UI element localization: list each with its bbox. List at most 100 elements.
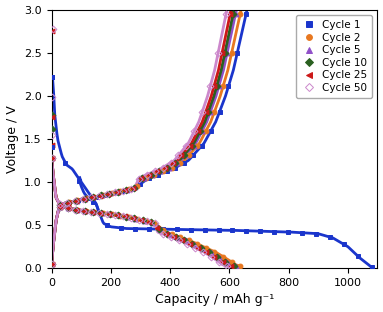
Cycle 5: [158, 169, 162, 173]
Cycle 10: [82, 197, 87, 201]
Cycle 10: [157, 169, 161, 173]
Cycle 2: [187, 154, 191, 157]
Cycle 25: [212, 85, 216, 88]
Cycle 2: [144, 176, 148, 180]
Cycle 1: [182, 161, 187, 165]
Cycle 2: [58, 205, 62, 208]
Line: Cycle 25: Cycle 25: [49, 12, 232, 266]
Cycle 1: [76, 198, 80, 202]
Cycle 1: [164, 169, 169, 173]
Cycle 25: [147, 173, 151, 177]
Cycle 10: [49, 262, 54, 266]
Cycle 5: [49, 262, 54, 266]
Cycle 2: [195, 144, 200, 148]
Cycle 25: [171, 161, 176, 165]
Cycle 25: [74, 199, 78, 202]
Cycle 5: [216, 85, 221, 88]
Cycle 10: [57, 205, 62, 209]
Cycle 10: [90, 195, 95, 199]
Cycle 50: [160, 166, 165, 169]
Cycle 1: [93, 195, 98, 198]
Cycle 2: [212, 110, 217, 114]
Cycle 1: [111, 191, 116, 194]
Cycle 50: [57, 205, 62, 209]
Cycle 50: [192, 129, 196, 133]
Cycle 10: [107, 192, 112, 195]
Cycle 5: [124, 188, 129, 192]
Cycle 5: [100, 193, 104, 197]
Cycle 10: [223, 51, 227, 55]
Cycle 50: [97, 194, 101, 198]
Cycle 1: [147, 176, 151, 180]
Legend: Cycle 1, Cycle 2, Cycle 5, Cycle 10, Cycle 25, Cycle 50: Cycle 1, Cycle 2, Cycle 5, Cycle 10, Cyc…: [296, 15, 372, 98]
Cycle 5: [141, 176, 146, 180]
Cycle 50: [136, 177, 141, 180]
Cycle 2: [109, 191, 114, 195]
Cycle 25: [228, 12, 232, 16]
Cycle 50: [152, 169, 157, 173]
Cycle 1: [129, 187, 133, 191]
Cycle 10: [231, 12, 236, 16]
Cycle 5: [83, 197, 87, 200]
Cycle 2: [92, 195, 97, 199]
Line: Cycle 50: Cycle 50: [49, 12, 229, 266]
Cycle 1: [49, 262, 54, 266]
Line: Cycle 2: Cycle 2: [49, 12, 243, 266]
Cycle 2: [161, 169, 165, 173]
Cycle 10: [74, 199, 79, 202]
Cycle 5: [200, 129, 205, 133]
Cycle 5: [166, 166, 171, 169]
Cycle 25: [82, 197, 86, 201]
Cycle 2: [66, 201, 71, 204]
Cycle 25: [220, 51, 224, 55]
Cycle 10: [115, 190, 120, 193]
Cycle 2: [118, 189, 123, 193]
Cycle 50: [113, 190, 117, 194]
Cycle 1: [200, 144, 204, 148]
Line: Cycle 1: Cycle 1: [49, 12, 249, 266]
Cycle 10: [148, 173, 153, 177]
Cycle 5: [74, 199, 79, 202]
Cycle 50: [129, 187, 133, 191]
Cycle 10: [190, 144, 194, 148]
Cycle 50: [216, 51, 221, 55]
Cycle 2: [152, 173, 157, 177]
Cycle 1: [226, 85, 231, 88]
Cycle 50: [144, 173, 149, 177]
Cycle 2: [83, 197, 88, 200]
Cycle 10: [99, 193, 103, 197]
Cycle 5: [183, 154, 188, 157]
Cycle 50: [121, 189, 125, 193]
Cycle 50: [208, 85, 213, 88]
Cycle 10: [66, 201, 70, 204]
Cycle 50: [73, 199, 78, 203]
Cycle 1: [102, 193, 107, 197]
Cycle 5: [192, 144, 196, 148]
Cycle 25: [90, 195, 95, 199]
Cycle 1: [85, 196, 89, 200]
Cycle 5: [108, 192, 112, 195]
Cycle 10: [140, 176, 145, 180]
Cycle 25: [139, 177, 143, 180]
Cycle 50: [200, 110, 205, 114]
Cycle 5: [133, 185, 137, 189]
Cycle 50: [105, 192, 110, 196]
Cycle 50: [49, 262, 54, 266]
Cycle 25: [57, 205, 62, 209]
Cycle 2: [221, 85, 225, 88]
Cycle 1: [67, 201, 72, 204]
Cycle 50: [184, 144, 189, 148]
Cycle 25: [114, 190, 119, 194]
Line: Cycle 10: Cycle 10: [49, 12, 236, 266]
Cycle 25: [195, 129, 200, 133]
Cycle 5: [66, 201, 70, 204]
Cycle 1: [58, 205, 63, 208]
Cycle 5: [116, 190, 121, 193]
Cycle 2: [229, 51, 234, 55]
Cycle 50: [224, 12, 228, 16]
Cycle 5: [91, 195, 96, 199]
Cycle 1: [191, 154, 195, 157]
Cycle 50: [65, 201, 70, 205]
Cycle 25: [122, 188, 127, 192]
Cycle 10: [214, 85, 219, 88]
